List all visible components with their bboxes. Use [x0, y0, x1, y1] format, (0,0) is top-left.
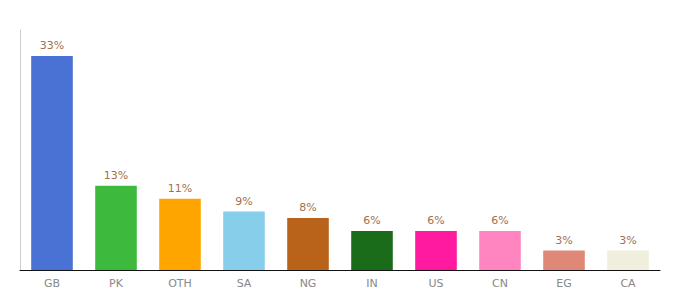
svg-text:EG: EG: [556, 277, 571, 290]
svg-text:3%: 3%: [619, 234, 636, 247]
svg-text:GB: GB: [44, 277, 60, 290]
svg-text:OTH: OTH: [168, 277, 192, 290]
svg-text:NG: NG: [300, 277, 317, 290]
svg-text:8%: 8%: [299, 201, 316, 214]
svg-text:13%: 13%: [104, 169, 128, 182]
svg-text:PK: PK: [109, 277, 124, 290]
svg-text:11%: 11%: [168, 182, 192, 195]
svg-text:6%: 6%: [491, 214, 508, 227]
svg-text:3%: 3%: [555, 234, 572, 247]
svg-text:SA: SA: [237, 277, 252, 290]
svg-text:US: US: [428, 277, 443, 290]
svg-text:IN: IN: [366, 277, 377, 290]
svg-text:9%: 9%: [235, 195, 252, 208]
svg-text:6%: 6%: [427, 214, 444, 227]
svg-text:33%: 33%: [40, 39, 64, 52]
svg-text:CA: CA: [620, 277, 636, 290]
svg-text:6%: 6%: [363, 214, 380, 227]
svg-text:CN: CN: [492, 277, 508, 290]
